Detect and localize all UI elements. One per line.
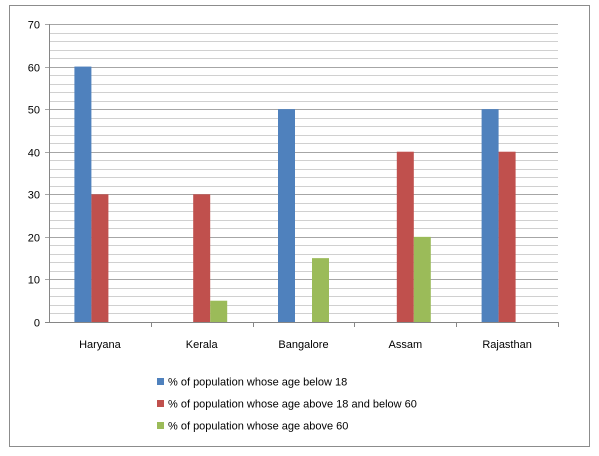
y-tick-label: 30 (28, 190, 40, 202)
bar (498, 151, 516, 322)
legend-label: % of population whose age below 18 (168, 377, 347, 389)
y-tick-label: 50 (28, 105, 40, 117)
x-tick-label: Rajasthan (482, 339, 532, 351)
x-tick-label: Kerala (186, 339, 219, 351)
bar (210, 300, 228, 322)
bar (193, 194, 211, 322)
bar (91, 194, 109, 322)
bar (74, 66, 92, 322)
y-tick-label: 60 (28, 63, 40, 75)
bar (312, 258, 329, 322)
y-tick-label: 40 (28, 148, 40, 160)
legend-label: % of population whose age above 18 and b… (168, 399, 417, 411)
x-tick-label: Assam (388, 339, 422, 351)
legend-swatch (157, 378, 164, 385)
y-tick-label: 70 (28, 20, 40, 32)
x-tick-label: Bangalore (278, 339, 328, 351)
bar (278, 109, 295, 323)
legend-label: % of population whose age above 60 (168, 421, 348, 433)
bar (481, 109, 499, 323)
x-tick-label: Haryana (79, 339, 121, 351)
legend-swatch (157, 400, 164, 407)
bar (413, 236, 431, 322)
y-tick-label: 20 (28, 233, 40, 245)
legend-swatch (157, 422, 164, 429)
y-tick-label: 10 (28, 275, 40, 287)
y-tick-label: 0 (34, 318, 40, 330)
bar (396, 151, 414, 322)
